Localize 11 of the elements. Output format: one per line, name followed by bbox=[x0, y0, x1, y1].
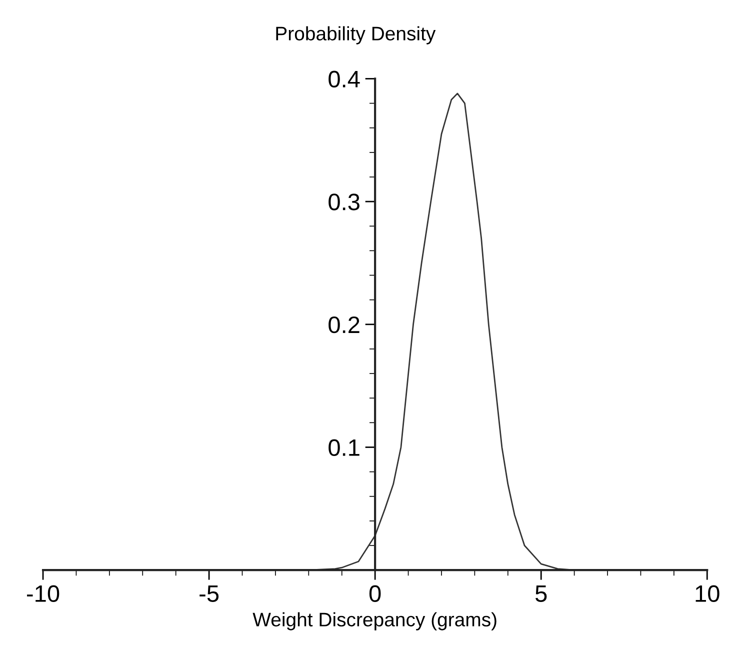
y-axis-title: Probability Density bbox=[276, 26, 436, 44]
y-tick-label: 0.3 bbox=[328, 194, 360, 210]
x-tick-label: -10 bbox=[27, 585, 60, 602]
x-tick-label: 10 bbox=[696, 585, 720, 602]
y-tick-label: 0.1 bbox=[328, 439, 360, 456]
x-axis-title: Weight Discrepancy (grams) bbox=[252, 612, 496, 630]
y-tick-label: 0.2 bbox=[328, 316, 360, 334]
x-tick-label: -5 bbox=[200, 586, 219, 602]
x-tick-label: 5 bbox=[535, 586, 547, 602]
x-tick-label: 0 bbox=[369, 585, 381, 602]
y-tick-label: 0.4 bbox=[328, 70, 360, 88]
